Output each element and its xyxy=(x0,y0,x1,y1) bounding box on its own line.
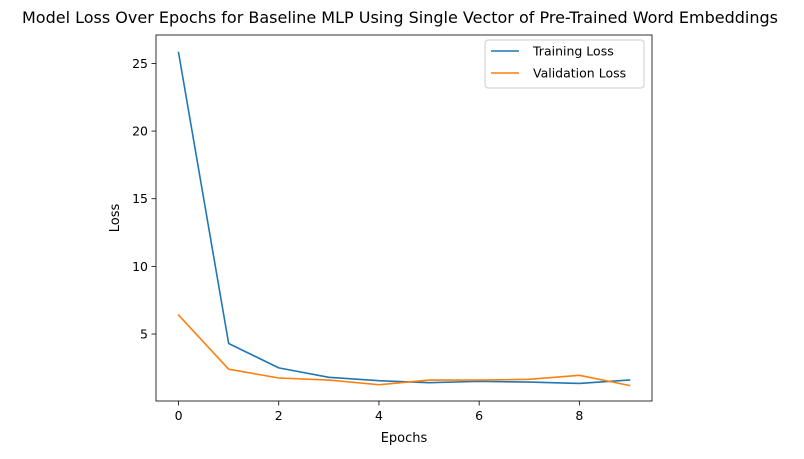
x-tick-label: 6 xyxy=(475,408,483,423)
y-tick-label: 25 xyxy=(132,56,148,71)
y-axis-ticks: 5 10 15 20 25 xyxy=(132,56,156,342)
x-axis-ticks: 0 2 4 6 8 xyxy=(175,401,584,423)
x-tick-label: 2 xyxy=(275,408,283,423)
x-axis-label: Epochs xyxy=(381,431,428,446)
y-tick-label: 10 xyxy=(132,259,148,274)
x-tick-label: 0 xyxy=(175,408,183,423)
y-axis-label: Loss xyxy=(108,204,123,233)
y-tick-label: 15 xyxy=(132,191,148,206)
legend-label-1: Validation Loss xyxy=(533,66,626,81)
chart-title: Model Loss Over Epochs for Baseline MLP … xyxy=(22,8,778,27)
x-tick-label: 4 xyxy=(375,408,383,423)
y-tick-label: 20 xyxy=(132,124,148,139)
y-tick-label: 5 xyxy=(140,327,148,342)
legend: Training Loss Validation Loss xyxy=(485,40,644,88)
x-tick-label: 8 xyxy=(575,408,583,423)
legend-label-0: Training Loss xyxy=(532,44,614,59)
plot-area xyxy=(156,35,652,401)
